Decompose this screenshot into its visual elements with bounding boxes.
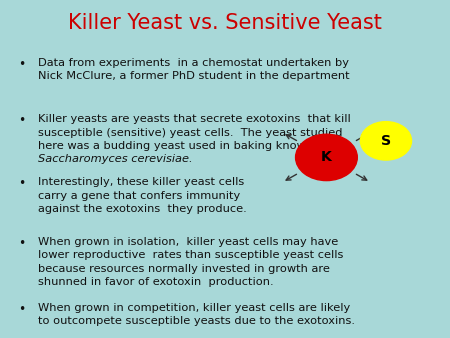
Text: Killer Yeast vs. Sensitive Yeast: Killer Yeast vs. Sensitive Yeast	[68, 13, 382, 33]
Text: because resources normally invested in growth are: because resources normally invested in g…	[37, 264, 329, 273]
Text: shunned in favor of exotoxin  production.: shunned in favor of exotoxin production.	[37, 277, 273, 287]
Text: Nick McClure, a former PhD student in the department: Nick McClure, a former PhD student in th…	[37, 71, 349, 81]
Circle shape	[360, 122, 412, 160]
Text: Killer yeasts are yeasts that secrete exotoxins  that kill: Killer yeasts are yeasts that secrete ex…	[37, 114, 350, 124]
Text: susceptible (sensitive) yeast cells.  The yeast studied: susceptible (sensitive) yeast cells. The…	[37, 128, 342, 138]
Text: lower reproductive  rates than susceptible yeast cells: lower reproductive rates than susceptibl…	[37, 250, 343, 260]
Text: •: •	[18, 58, 25, 71]
Text: against the exotoxins  they produce.: against the exotoxins they produce.	[37, 204, 246, 214]
Text: •: •	[18, 303, 25, 316]
Text: here was a budding yeast used in baking known as: here was a budding yeast used in baking …	[37, 141, 329, 151]
Text: When grown in isolation,  killer yeast cells may have: When grown in isolation, killer yeast ce…	[37, 237, 338, 247]
Text: S: S	[381, 134, 391, 148]
Text: Data from experiments  in a chemostat undertaken by: Data from experiments in a chemostat und…	[37, 58, 349, 68]
Text: •: •	[18, 114, 25, 127]
Text: •: •	[18, 237, 25, 250]
Text: carry a gene that confers immunity: carry a gene that confers immunity	[37, 191, 240, 200]
Text: K: K	[321, 150, 332, 164]
Text: •: •	[18, 177, 25, 190]
Circle shape	[296, 134, 357, 180]
Text: to outcompete susceptible yeasts due to the exotoxins.: to outcompete susceptible yeasts due to …	[37, 316, 355, 327]
Text: Saccharomyces cerevisiae.: Saccharomyces cerevisiae.	[37, 154, 192, 164]
Text: Interestingly, these killer yeast cells: Interestingly, these killer yeast cells	[37, 177, 244, 187]
Text: When grown in competition, killer yeast cells are likely: When grown in competition, killer yeast …	[37, 303, 350, 313]
